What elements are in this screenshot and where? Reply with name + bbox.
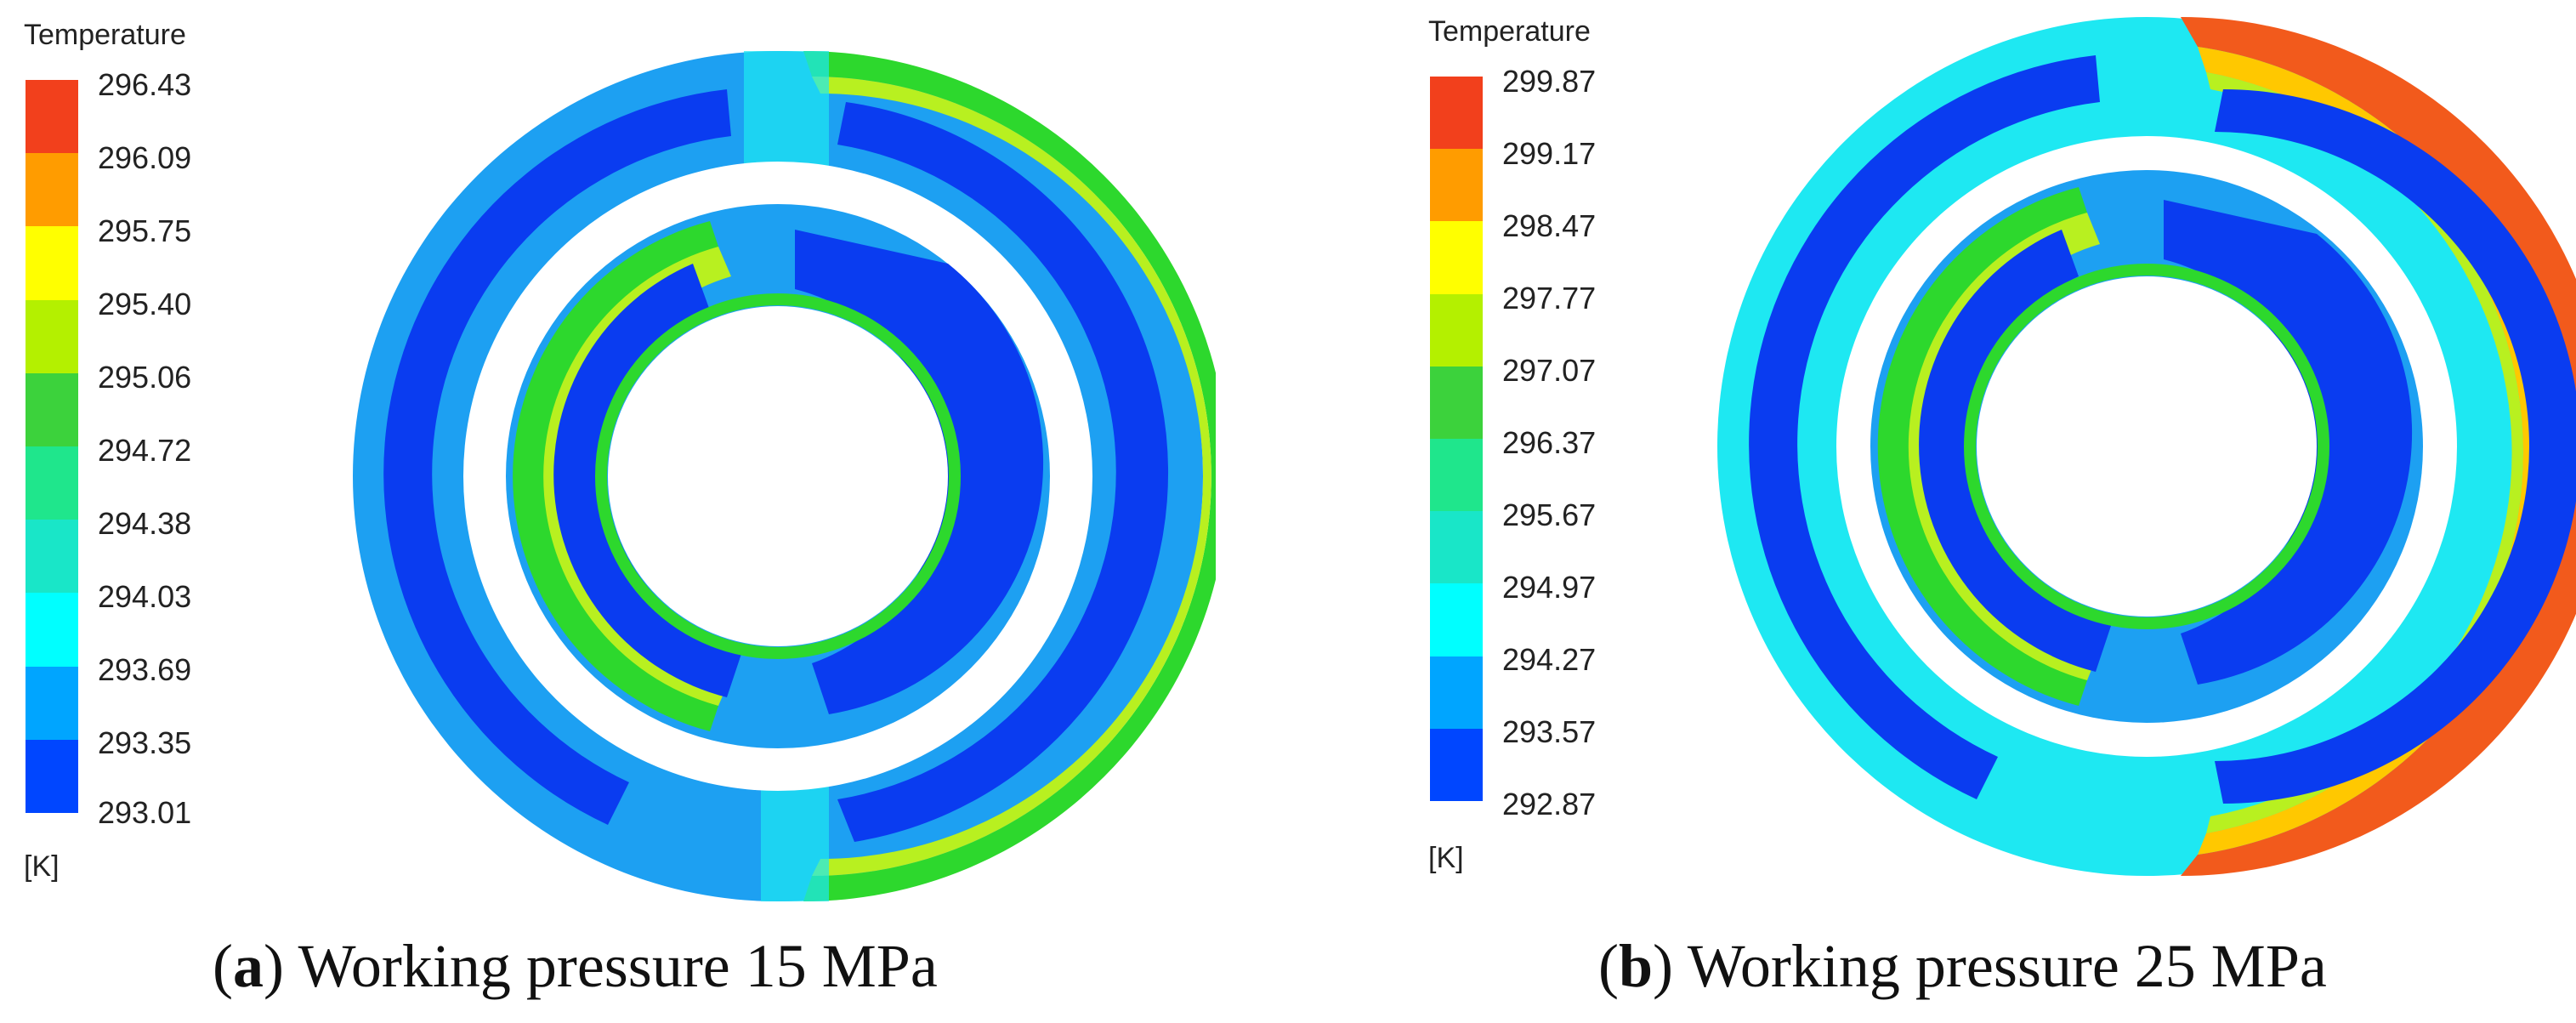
legend-title: Temperature	[1428, 15, 1591, 48]
inner-channel-left	[553, 264, 744, 697]
colorbar-segment	[26, 226, 78, 300]
colorbar-segment	[1430, 293, 1483, 367]
center-hole-rim	[595, 293, 961, 659]
colorbar-segment	[26, 666, 78, 740]
colorbar-segment	[1430, 149, 1483, 222]
caption-text: Working pressure 25 MPa	[1687, 932, 2327, 1000]
colorbar-tick: 299.17	[1502, 136, 1597, 171]
colorbar-tick: 295.67	[1502, 497, 1597, 532]
outer-channel-left	[1749, 55, 2100, 799]
colorbar-tick: 292.87	[1502, 787, 1597, 821]
center-hole	[608, 306, 948, 646]
colorbar-segment	[26, 446, 78, 520]
outer-channel-left	[383, 89, 731, 825]
outer-ring-cyan-zone	[744, 51, 829, 196]
colorbar-segment	[1430, 511, 1483, 584]
colorbar-tick: 294.97	[1502, 570, 1597, 605]
colorbar-tick: 293.69	[98, 652, 192, 687]
colorbar-segment	[26, 153, 78, 227]
colorbar-tick: 299.87	[1502, 64, 1597, 99]
colorbar-tick: 295.06	[98, 360, 192, 395]
inner-ring-warm-band	[513, 221, 727, 731]
colorbar-segment	[1430, 583, 1483, 656]
caption-letter: a	[232, 932, 264, 1000]
colorbar-segment	[1430, 366, 1483, 439]
caption: (b) Working pressure 25 MPa	[1598, 932, 2327, 1000]
colorbar-tick: 295.40	[98, 287, 192, 321]
colorbar-tick: 295.75	[98, 213, 192, 248]
colorbar-segment	[1430, 656, 1483, 729]
colorbar-tick: 293.57	[1502, 714, 1597, 749]
panel-b: Temperature 299.87 299.17 298.47 297.77 …	[1288, 0, 2576, 1023]
caption: (a) Working pressure 15 MPa	[213, 932, 938, 1000]
panel-a: Temperature 296.43 296.09 295.75 295.40 …	[24, 19, 1216, 1000]
colorbar-tick: 293.35	[98, 725, 192, 760]
outer-channel-right	[2215, 89, 2576, 804]
outer-channel-right	[837, 102, 1169, 842]
colorbar-tick: 296.43	[98, 67, 192, 102]
inner-channel-left	[1919, 230, 2113, 672]
colorbar-tick: 294.38	[98, 506, 192, 541]
colorbar-tick: 293.01	[98, 795, 192, 830]
colorbar-tick: 297.77	[1502, 281, 1597, 315]
center-hole-rim	[1964, 264, 2329, 629]
center-hole	[1977, 276, 2317, 617]
inner-ring-warm-band	[1877, 187, 2096, 706]
colorbar-segment	[26, 593, 78, 667]
colorbar-tick: 296.09	[98, 140, 192, 175]
colorbar-segment	[1430, 438, 1483, 512]
temperature-contour-plot	[353, 51, 1216, 901]
colorbar-tick: 294.72	[98, 433, 192, 468]
temperature-contour-plot	[1717, 17, 2576, 876]
colorbar	[26, 80, 78, 813]
colorbar-tick: 294.03	[98, 579, 192, 614]
colorbar-tick: 298.47	[1502, 208, 1597, 243]
colorbar	[1430, 77, 1483, 801]
colorbar-tick: 297.07	[1502, 353, 1597, 388]
colorbar-segment	[26, 520, 78, 594]
colorbar-segment	[26, 372, 78, 446]
inner-channel-right	[795, 230, 1044, 714]
colorbar-segment	[1430, 221, 1483, 294]
colorbar-segment	[1430, 77, 1483, 150]
caption-letter: b	[1618, 932, 1654, 1000]
inner-channel-right	[2164, 200, 2413, 685]
colorbar-segment	[26, 80, 78, 154]
colorbar-segment	[26, 299, 78, 373]
outer-ring-cyan-zone	[761, 757, 829, 901]
colorbar-tick: 294.27	[1502, 642, 1597, 677]
colorbar-segment	[26, 739, 78, 813]
legend-title: Temperature	[24, 19, 186, 51]
legend-unit: [K]	[1428, 842, 1464, 874]
colorbar-segment	[1430, 728, 1483, 801]
colorbar-tick: 296.37	[1502, 425, 1597, 460]
legend-unit: [K]	[24, 850, 60, 883]
caption-text: Working pressure 15 MPa	[298, 932, 938, 1000]
